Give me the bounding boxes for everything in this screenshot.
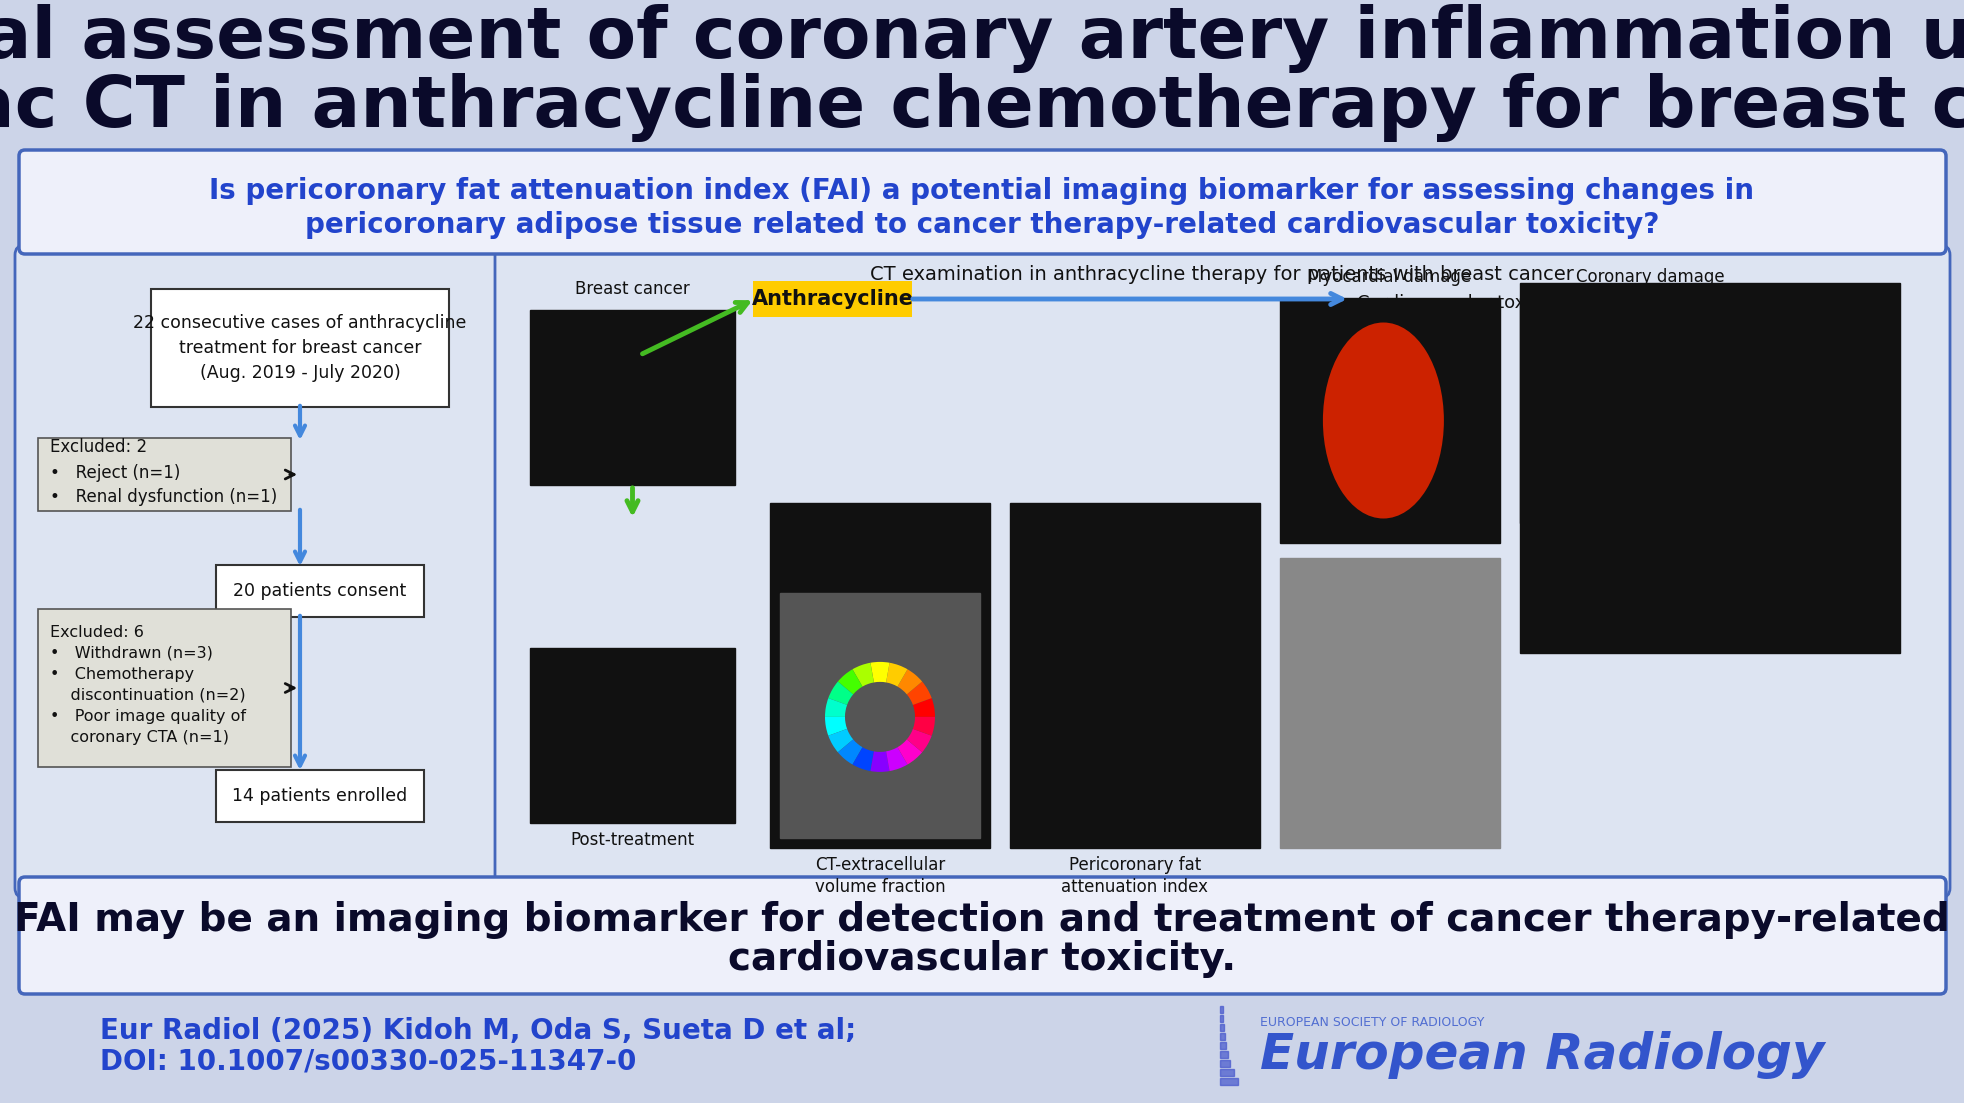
Wedge shape [825, 717, 846, 736]
Wedge shape [852, 663, 874, 686]
Text: cardiac CT in anthracycline chemotherapy for breast cancer: cardiac CT in anthracycline chemotherapy… [0, 74, 1964, 142]
Wedge shape [913, 717, 935, 736]
Bar [1220, 1042, 1226, 1049]
Text: Serial assessment of coronary artery inflammation using: Serial assessment of coronary artery inf… [0, 3, 1964, 73]
Wedge shape [852, 747, 874, 771]
Bar [530, 647, 735, 823]
Wedge shape [898, 739, 921, 764]
FancyBboxPatch shape [216, 770, 424, 822]
Text: Excluded: 6
•   Withdrawn (n=3)
•   Chemotherapy
    discontinuation (n=2)
•   P: Excluded: 6 • Withdrawn (n=3) • Chemothe… [49, 625, 246, 745]
Bar [1520, 298, 1779, 523]
Text: 22 consecutive cases of anthracycline
treatment for breast cancer
(Aug. 2019 - J: 22 consecutive cases of anthracycline tr… [134, 314, 467, 382]
Text: 14 patients enrolled: 14 patients enrolled [232, 788, 407, 805]
Text: Coronary damage: Coronary damage [1575, 268, 1724, 286]
FancyBboxPatch shape [151, 289, 448, 407]
Bar [1220, 1078, 1237, 1085]
Wedge shape [829, 682, 852, 705]
Text: Breast cancer: Breast cancer [575, 280, 689, 298]
Bar [1220, 1069, 1233, 1077]
Bar [780, 593, 980, 838]
Text: Excluded: 2
•   Reject (n=1)
•   Renal dysfunction (n=1): Excluded: 2 • Reject (n=1) • Renal dysfu… [49, 439, 277, 506]
Text: pericoronary adipose tissue related to cancer therapy-related cardiovascular tox: pericoronary adipose tissue related to c… [304, 211, 1658, 239]
Text: CT examination in anthracycline therapy for patients with breast cancer: CT examination in anthracycline therapy … [870, 266, 1573, 285]
Text: cardiovascular toxicity.: cardiovascular toxicity. [727, 940, 1235, 977]
Wedge shape [829, 729, 852, 752]
Bar [1220, 1006, 1222, 1013]
FancyBboxPatch shape [216, 565, 424, 617]
Bar [1279, 298, 1499, 543]
Bar [1220, 1051, 1228, 1058]
Bar [1220, 1015, 1222, 1022]
Wedge shape [825, 698, 846, 717]
FancyBboxPatch shape [20, 150, 1944, 254]
Bar [770, 503, 990, 848]
FancyBboxPatch shape [37, 609, 291, 767]
Text: European Radiology: European Radiology [1259, 1031, 1823, 1079]
Text: Cardiovascular toxicity: Cardiovascular toxicity [1357, 295, 1561, 312]
Wedge shape [905, 682, 931, 705]
Text: Pericoronary fat
attenuation index: Pericoronary fat attenuation index [1061, 856, 1208, 897]
Text: FAI may be an imaging biomarker for detection and treatment of cancer therapy-re: FAI may be an imaging biomarker for dete… [14, 901, 1948, 939]
Wedge shape [913, 698, 935, 717]
Text: CT-extracellular
volume fraction: CT-extracellular volume fraction [815, 856, 945, 897]
FancyBboxPatch shape [495, 245, 1948, 898]
Wedge shape [837, 670, 862, 695]
Wedge shape [870, 751, 890, 772]
Bar [1220, 1034, 1224, 1040]
FancyBboxPatch shape [16, 245, 499, 898]
Wedge shape [886, 663, 907, 686]
Bar [1220, 1024, 1224, 1031]
Bar [1009, 503, 1259, 848]
Bar [1520, 283, 1899, 653]
Text: Myocardial damage: Myocardial damage [1308, 268, 1471, 286]
Wedge shape [886, 747, 907, 771]
Text: EUROPEAN SOCIETY OF RADIOLOGY: EUROPEAN SOCIETY OF RADIOLOGY [1259, 1017, 1483, 1029]
Wedge shape [905, 729, 931, 752]
FancyBboxPatch shape [37, 438, 291, 511]
Ellipse shape [1322, 322, 1444, 518]
FancyBboxPatch shape [752, 281, 911, 317]
Wedge shape [837, 739, 862, 764]
Text: Post-treatment: Post-treatment [570, 831, 693, 849]
FancyBboxPatch shape [20, 877, 1944, 994]
Text: Anthracycline: Anthracycline [750, 289, 913, 309]
Text: Eur Radiol (2025) Kidoh M, Oda S, Sueta D et al;: Eur Radiol (2025) Kidoh M, Oda S, Sueta … [100, 1017, 856, 1045]
Wedge shape [898, 670, 921, 695]
Bar [1279, 558, 1499, 848]
Bar [1220, 1060, 1229, 1067]
Text: 20 patients consent: 20 patients consent [234, 582, 407, 600]
Wedge shape [870, 662, 890, 683]
Bar [530, 310, 735, 485]
Text: Is pericoronary fat attenuation index (FAI) a potential imaging biomarker for as: Is pericoronary fat attenuation index (F… [210, 176, 1754, 205]
Text: DOI: 10.1007/s00330-025-11347-0: DOI: 10.1007/s00330-025-11347-0 [100, 1047, 636, 1075]
